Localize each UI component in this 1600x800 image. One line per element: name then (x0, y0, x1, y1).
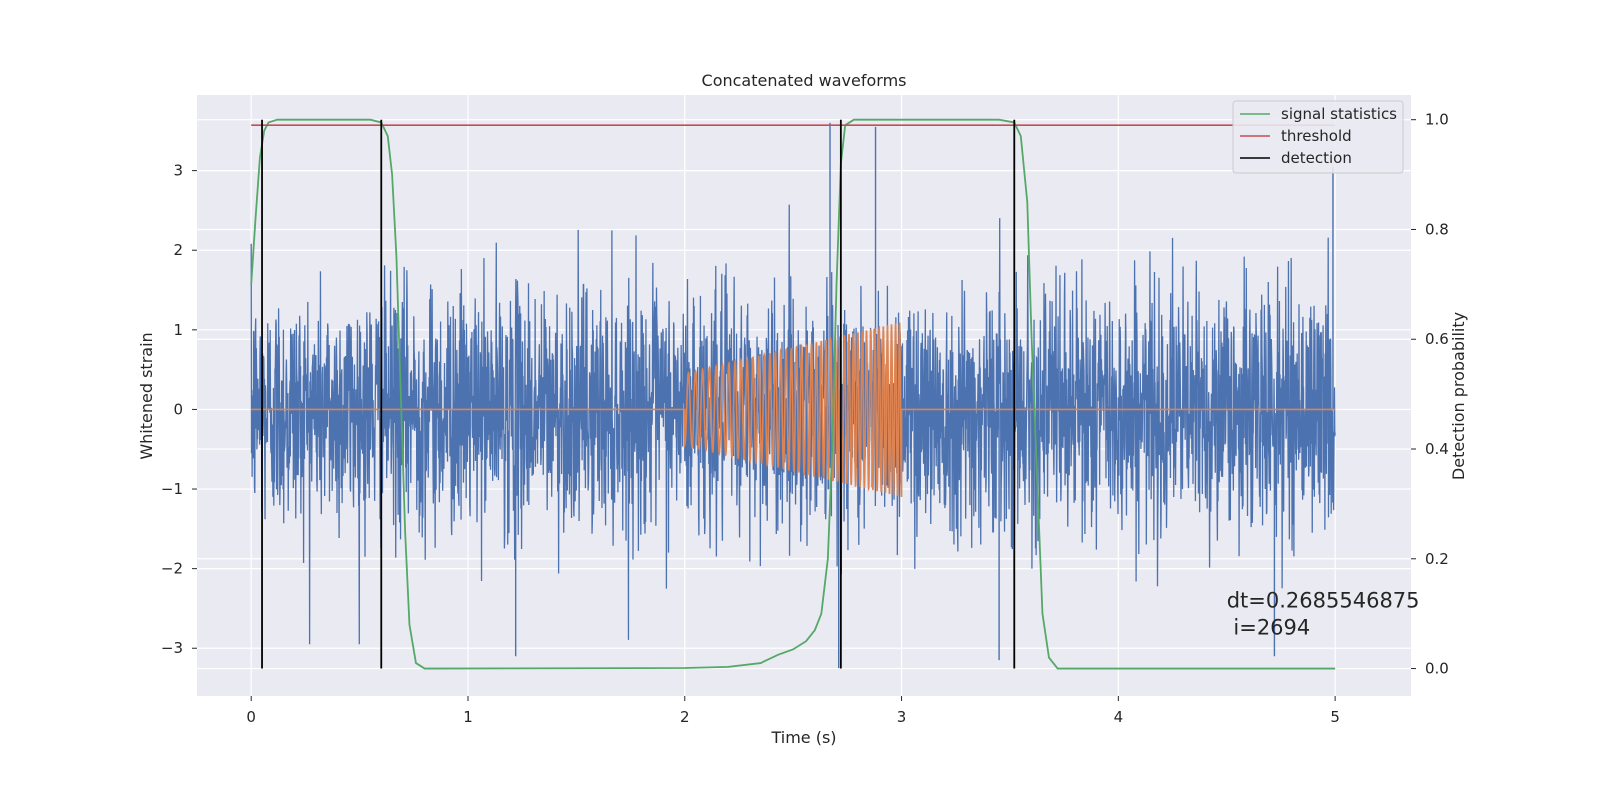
x-tick-label: 0 (246, 708, 256, 726)
signal-statistics-line (250, 118, 1336, 670)
x-axis-label: Time (s) (770, 728, 836, 747)
x-tick-label: 3 (897, 708, 907, 726)
y-left-tick-label: −1 (161, 480, 183, 498)
legend-frame (1232, 100, 1404, 174)
strain-series-line (250, 204, 1336, 645)
annotation-dt: dt=0.2685546875 (1227, 589, 1420, 613)
y-right-tick-label: 0.8 (1425, 220, 1449, 238)
x-tick-label: 5 (1330, 708, 1340, 726)
y-left-tick-label: 3 (173, 162, 183, 180)
y-right-tick-label: 0.0 (1425, 660, 1449, 678)
legend: signal statistics threshold detection (1232, 100, 1404, 174)
chart-title: Concatenated waveforms (702, 71, 907, 90)
y-left-tick-label: 2 (173, 241, 183, 259)
annotation-i: i=2694 (1227, 616, 1311, 640)
y-left-tick-label: −2 (161, 560, 183, 578)
y-right-tick-label: 0.2 (1425, 550, 1449, 568)
y-left-tick-label: 1 (173, 321, 183, 339)
y-axis-left-label: Whitened strain (137, 332, 156, 459)
y-left-tick-label: 0 (173, 400, 183, 418)
legend-label-threshold: threshold (1281, 127, 1352, 145)
x-tick-label: 4 (1114, 708, 1124, 726)
series-layer (250, 118, 1336, 670)
x-tick-label: 1 (463, 708, 473, 726)
legend-label-signal-statistics: signal statistics (1281, 105, 1397, 123)
y-right-tick-label: 0.6 (1425, 330, 1449, 348)
y-right-tick-label: 1.0 (1425, 111, 1449, 129)
y-left-tick-label: −3 (161, 639, 183, 657)
y-right-tick-label: 0.4 (1425, 440, 1449, 458)
x-tick-label: 2 (680, 708, 690, 726)
legend-label-detection: detection (1281, 149, 1352, 167)
y-axis-right-label: Detection probability (1449, 312, 1468, 480)
template-series-line (251, 322, 1336, 498)
axes: 0 1 2 3 4 5 −3 −2 −1 0 1 2 3 0.0 0.2 0.4 0.6 0.8 1.0 (161, 111, 1449, 726)
